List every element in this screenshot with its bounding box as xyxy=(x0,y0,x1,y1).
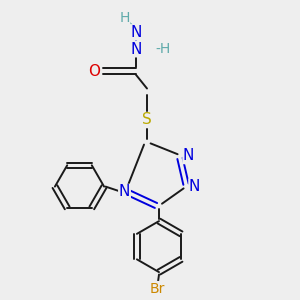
Text: H: H xyxy=(119,11,130,25)
Text: N: N xyxy=(183,148,194,164)
Text: N: N xyxy=(119,184,130,200)
Text: Br: Br xyxy=(150,282,165,296)
Text: N: N xyxy=(189,179,200,194)
Text: O: O xyxy=(88,64,101,79)
Text: -H: -H xyxy=(155,42,171,56)
Text: N: N xyxy=(130,42,142,57)
Text: S: S xyxy=(142,112,152,128)
Text: N: N xyxy=(130,25,142,40)
